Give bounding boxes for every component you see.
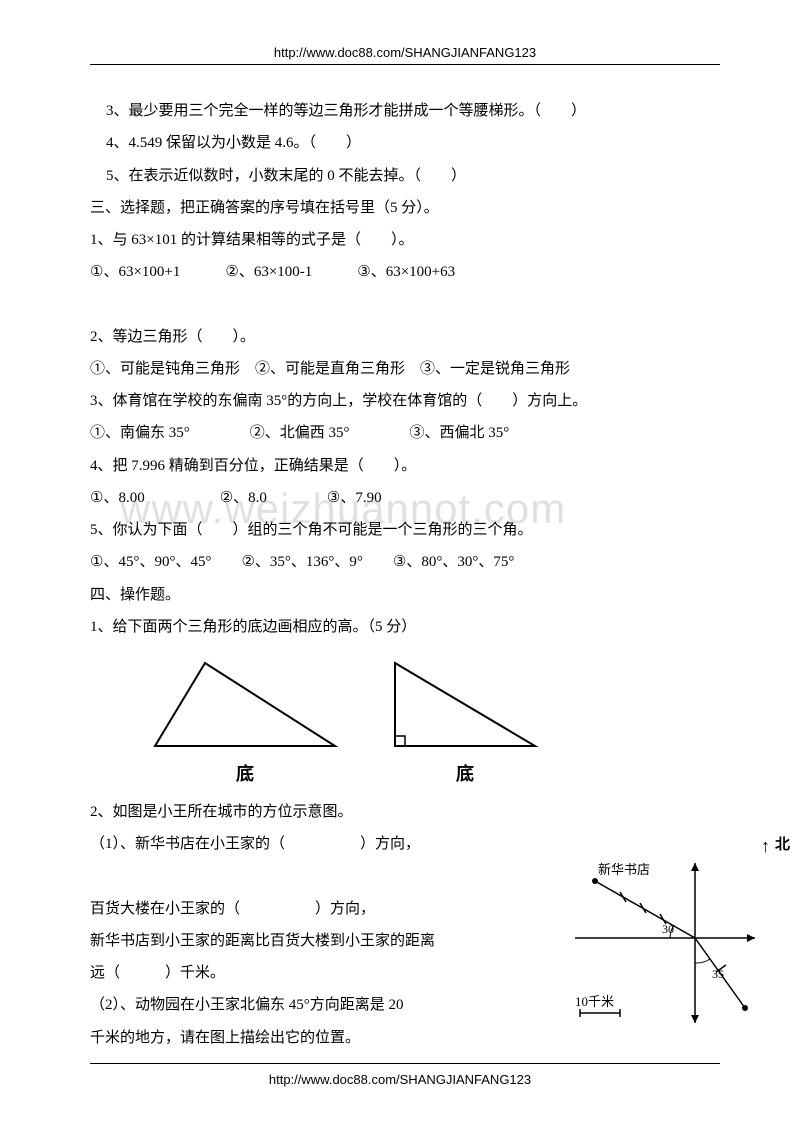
tri1-label: 底 <box>150 760 340 786</box>
angle-35: 35 <box>712 967 724 981</box>
angle-30: 30 <box>662 922 674 936</box>
triangle-2-icon <box>390 658 540 753</box>
s4-q2-1b: 百货大楼在小王家的（ ）方向， <box>90 893 500 925</box>
s4-q2-2b: 千米的地方，请在图上描绘出它的位置。 <box>90 1022 500 1054</box>
tf-q3: 3、最少要用三个完全一样的等边三角形才能拼成一个等腰梯形。（ ） <box>90 95 720 127</box>
s3-q5: 5、你认为下面（ ）组的三个角不可能是一个三角形的三个角。 <box>90 514 720 546</box>
footer-url: http://www.doc88.com/SHANGJIANFANG123 <box>0 1072 800 1087</box>
section3-title: 三、选择题，把正确答案的序号填在括号里（5 分）。 <box>90 192 720 224</box>
s4-q2-1d: 远（ ）千米。 <box>90 957 500 989</box>
s3-q5-opts: ①、45°、90°、45° ②、35°、136°、9° ③、80°、30°、75… <box>90 546 720 578</box>
spacer2 <box>90 861 500 893</box>
triangle-figures: 底 底 <box>90 643 720 796</box>
spacer <box>90 289 720 321</box>
bookstore-label: 新华书店 <box>598 862 650 877</box>
s4-q1: 1、给下面两个三角形的底边画相应的高。（5 分） <box>90 611 720 643</box>
s3-q4: 4、把 7.996 精确到百分位，正确结果是（ ）。 <box>90 450 720 482</box>
s3-q1: 1、与 63×101 的计算结果相等的式子是（ ）。 <box>90 224 720 256</box>
map-section: ↑ 北 （1）、新华书店在小王家的（ ）方向， 百货大楼在小王家的（ ）方向， … <box>90 828 720 1054</box>
north-label: 北 <box>775 833 790 854</box>
tri2-label: 底 <box>390 760 540 786</box>
s4-q2: 2、如图是小王所在城市的方位示意图。 <box>90 796 720 828</box>
tf-q5: 5、在表示近似数时，小数末尾的 0 不能去掉。（ ） <box>90 160 720 192</box>
s3-q2: 2、等边三角形（ ）。 <box>90 321 720 353</box>
direction-map-icon: 新华书店 30 35 10千米 <box>540 848 770 1048</box>
s3-q3: 3、体育馆在学校的东偏南 35°的方向上，学校在体育馆的（ ）方向上。 <box>90 385 720 417</box>
top-rule <box>90 64 720 65</box>
s3-q4-opts: ①、8.00 ②、8.0 ③、7.90 <box>90 482 720 514</box>
section4-title: 四、操作题。 <box>90 579 720 611</box>
triangle-1-icon <box>150 658 340 753</box>
s4-q2-1: （1）、新华书店在小王家的（ ）方向， <box>90 828 500 860</box>
s4-q2-1c: 新华书店到小王家的距离比百货大楼到小王家的距离 <box>90 925 500 957</box>
scale-label: 10千米 <box>575 994 614 1009</box>
s3-q2-opts: ①、可能是钝角三角形 ②、可能是直角三角形 ③、一定是锐角三角形 <box>90 353 720 385</box>
bottom-rule <box>90 1063 720 1064</box>
s4-q2-2: （2）、动物园在小王家北偏东 45°方向距离是 20 <box>90 989 500 1021</box>
header-url: http://www.doc88.com/SHANGJIANFANG123 <box>90 45 720 60</box>
s3-q3-opts: ①、南偏东 35° ②、北偏西 35° ③、西偏北 35° <box>90 417 720 449</box>
tf-q4: 4、4.549 保留以为小数是 4.6。（ ） <box>90 127 720 159</box>
s3-q1-opts: ①、63×100+1 ②、63×100-1 ③、63×100+63 <box>90 256 720 288</box>
